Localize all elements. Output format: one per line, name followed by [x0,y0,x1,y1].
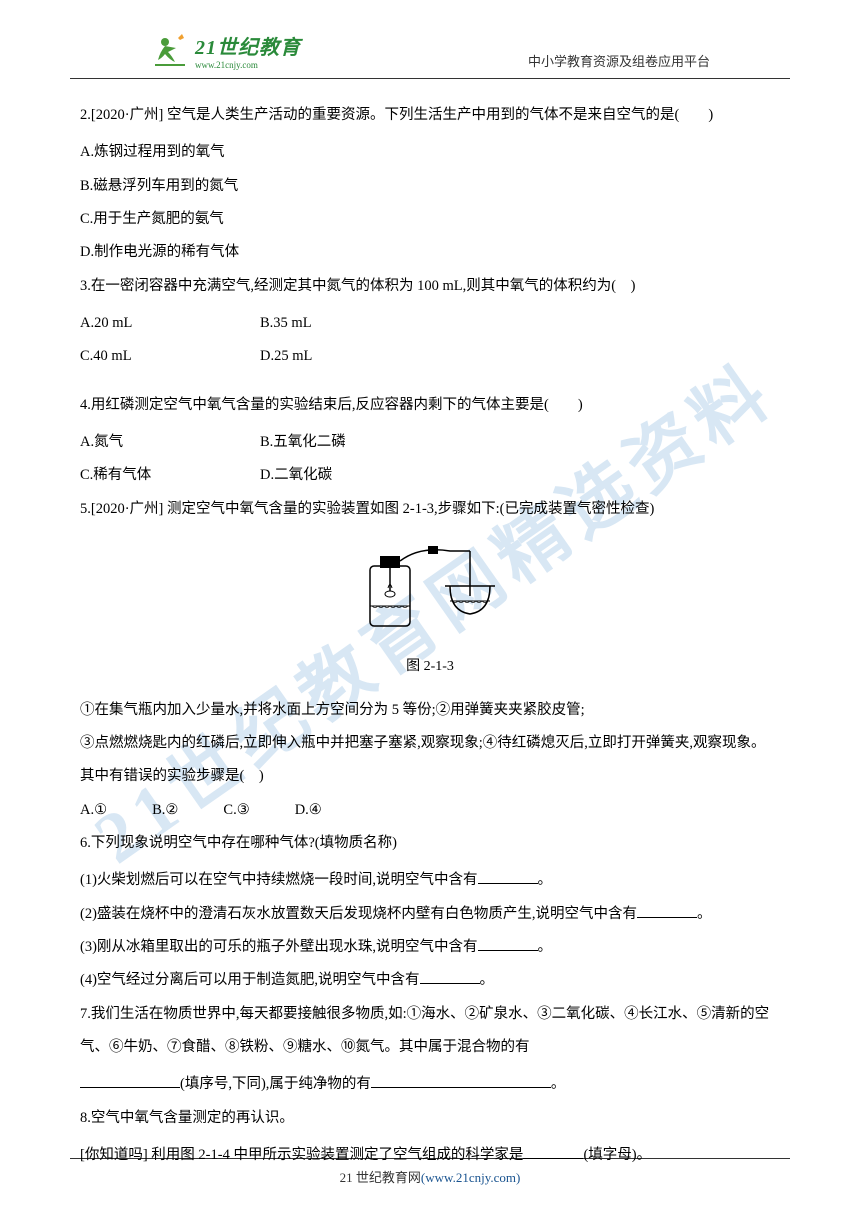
q7-mid: (填序号,下同),属于纯净物的有 [180,1076,371,1092]
blank[interactable] [523,1141,583,1159]
question-4: 4.用红磷测定空气中氧气含量的实验结束后,反应容器内剩下的气体主要是( ) [80,389,780,422]
q5-body2: ③点燃燃烧匙内的红磷后,立即伸入瓶中并把塞子塞紧,观察现象;④待红磷熄灭后,立即… [80,727,780,794]
q3-optB: B.35 mL [260,307,340,340]
question-2: 2.[2020·广州] 空气是人类生产活动的重要资源。下列生活生产中用到的气体不… [80,99,780,132]
q8-stem: 空气中氧气含量测定的再认识。 [91,1110,294,1126]
q6-p4-text: (4)空气经过分离后可以用于制造氮肥,说明空气中含有 [80,972,420,988]
q6-p3-end: 。 [538,939,553,955]
question-6: 6.下列现象说明空气中存在哪种气体?(填物质名称) [80,827,780,860]
q4-stem: 用红磷测定空气中氧气含量的实验结束后,反应容器内剩下的气体主要是( ) [91,397,583,413]
q3-stem: 在一密闭容器中充满空气,经测定其中氮气的体积为 100 mL,则其中氧气的体积约… [91,278,636,294]
q4-prefix: 4. [80,397,91,413]
q3-options-row2: C.40 mL D.25 mL [80,340,780,373]
q2-optB: B.磁悬浮列车用到的氮气 [80,170,780,203]
q4-optC: C.稀有气体 [80,459,160,492]
q6-p2: (2)盛装在烧杯中的澄清石灰水放置数天后发现烧杯内壁有白色物质产生,说明空气中含… [80,898,780,931]
q8-sub: [你知道吗] 利用图 2-1-4 中甲所示实验装置测定了空气组成的科学家是 (填字… [80,1139,780,1172]
q2-source: [2020·广州] [91,107,164,123]
blank[interactable] [80,1070,180,1088]
q6-p3: (3)刚从冰箱里取出的可乐的瓶子外壁出现水珠,说明空气中含有 。 [80,931,780,964]
logo-sub-text: www.21cnjy.com [195,60,301,70]
q7-prefix: 7. [80,1006,91,1022]
q4-options-row1: A.氮气 B.五氧化二磷 [80,426,780,459]
q3-optA: A.20 mL [80,307,160,340]
q8-sub-text: [你知道吗] 利用图 2-1-4 中甲所示实验装置测定了空气组成的科学家是 [80,1147,523,1163]
q6-p3-text: (3)刚从冰箱里取出的可乐的瓶子外壁出现水珠,说明空气中含有 [80,939,478,955]
question-5: 5.[2020·广州] 测定空气中氧气含量的实验装置如图 2-1-3,步骤如下:… [80,493,780,526]
figure-213-caption: 图 2-1-3 [80,651,780,683]
q6-stem: 下列现象说明空气中存在哪种气体?(填物质名称) [91,835,397,851]
figure-213 [350,536,510,636]
q7-end: 。 [551,1076,566,1092]
q2-optA: A.炼钢过程用到的氧气 [80,136,780,169]
q5-optC: C.③ [223,794,249,827]
q5-options: A.① B.② C.③ D.④ [80,794,780,827]
header-right-text: 中小学教育资源及组卷应用平台 [528,51,710,70]
question-7: 7.我们生活在物质世界中,每天都要接触很多物质,如:①海水、②矿泉水、③二氧化碳… [80,998,780,1065]
q2-prefix: 2. [80,107,91,123]
q5-optB: B.② [152,794,178,827]
q6-p1-end: 。 [538,872,553,888]
blank[interactable] [637,900,697,918]
logo-icon [150,30,190,70]
q7-stem: 我们生活在物质世界中,每天都要接触很多物质,如:①海水、②矿泉水、③二氧化碳、④… [80,1006,769,1055]
q3-optC: C.40 mL [80,340,160,373]
figure-213-container: 图 2-1-3 [80,536,780,684]
q6-prefix: 6. [80,835,91,851]
q6-p1-text: (1)火柴划燃后可以在空气中持续燃烧一段时间,说明空气中含有 [80,872,478,888]
q8-prefix: 8. [80,1110,91,1126]
question-3: 3.在一密闭容器中充满空气,经测定其中氮气的体积为 100 mL,则其中氧气的体… [80,270,780,303]
q6-p1: (1)火柴划燃后可以在空气中持续燃烧一段时间,说明空气中含有 。 [80,864,780,897]
logo-main-text: 21世纪教育 [195,31,301,60]
q4-optD: D.二氧化碳 [260,459,340,492]
logo: 21世纪教育 www.21cnjy.com [150,30,301,70]
q5-source: [2020·广州] [91,501,164,517]
blank[interactable] [371,1070,551,1088]
question-8: 8.空气中氧气含量测定的再认识。 [80,1102,780,1135]
logo-text: 21世纪教育 www.21cnjy.com [195,31,301,70]
q5-body1: ①在集气瓶内加入少量水,并将水面上方空间分为 5 等份;②用弹簧夹夹紧胶皮管; [80,694,780,727]
blank[interactable] [420,966,480,984]
q6-p2-end: 。 [697,906,712,922]
q5-stem: 测定空气中氧气含量的实验装置如图 2-1-3,步骤如下:(已完成装置气密性检查) [167,501,654,517]
q5-optD: D.④ [295,794,322,827]
page-header: 21世纪教育 www.21cnjy.com 中小学教育资源及组卷应用平台 [70,0,790,79]
blank[interactable] [478,933,538,951]
q3-optD: D.25 mL [260,340,340,373]
q3-prefix: 3. [80,278,91,294]
q5-prefix: 5. [80,501,91,517]
q2-optD: D.制作电光源的稀有气体 [80,236,780,269]
q6-p2-text: (2)盛装在烧杯中的澄清石灰水放置数天后发现烧杯内壁有白色物质产生,说明空气中含… [80,906,637,922]
q3-options-row1: A.20 mL B.35 mL [80,307,780,340]
blank[interactable] [478,866,538,884]
content-area: 2.[2020·广州] 空气是人类生产活动的重要资源。下列生活生产中用到的气体不… [0,79,860,1192]
q5-optA: A.① [80,794,107,827]
q4-optA: A.氮气 [80,426,160,459]
q6-p4-end: 。 [480,972,495,988]
q7-line2: (填序号,下同),属于纯净物的有 。 [80,1068,780,1101]
q2-optC: C.用于生产氮肥的氨气 [80,203,780,236]
q4-optB: B.五氧化二磷 [260,426,346,459]
q6-p4: (4)空气经过分离后可以用于制造氮肥,说明空气中含有 。 [80,964,780,997]
q8-sub-end: (填字母)。 [583,1147,651,1163]
q2-stem: 空气是人类生产活动的重要资源。下列生活生产中用到的气体不是来自空气的是( ) [167,107,713,123]
q4-options-row2: C.稀有气体 D.二氧化碳 [80,459,780,492]
